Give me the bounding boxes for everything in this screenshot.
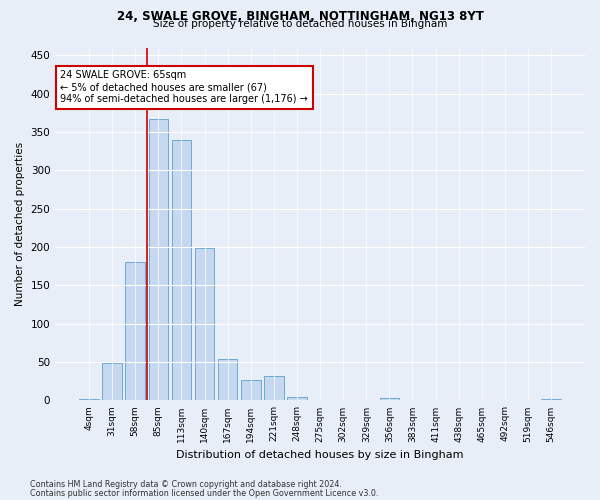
Bar (125, 262, 145, 400)
Text: Contains public sector information licensed under the Open Government Licence v3: Contains public sector information licen… (30, 488, 379, 498)
Text: 24 SWALE GROVE: 65sqm
← 5% of detached houses are smaller (67)
94% of semi-detac: 24 SWALE GROVE: 65sqm ← 5% of detached h… (61, 70, 308, 104)
Y-axis label: Number of detached properties: Number of detached properties (15, 142, 25, 306)
Bar (103, 363, 122, 401)
Bar (541, 399, 561, 400)
Bar (264, 376, 284, 400)
Bar (195, 248, 214, 400)
Bar (79, 399, 99, 400)
Text: Size of property relative to detached houses in Bingham: Size of property relative to detached ho… (153, 19, 447, 29)
Text: Contains HM Land Registry data © Crown copyright and database right 2024.: Contains HM Land Registry data © Crown c… (30, 480, 342, 489)
X-axis label: Distribution of detached houses by size in Bingham: Distribution of detached houses by size … (176, 450, 464, 460)
Bar (287, 396, 307, 400)
Text: 24, SWALE GROVE, BINGHAM, NOTTINGHAM, NG13 8YT: 24, SWALE GROVE, BINGHAM, NOTTINGHAM, NG… (116, 10, 484, 23)
Bar (218, 359, 238, 401)
Bar (172, 140, 191, 400)
Bar (241, 380, 260, 400)
Bar (380, 398, 399, 400)
Bar (149, 119, 168, 400)
